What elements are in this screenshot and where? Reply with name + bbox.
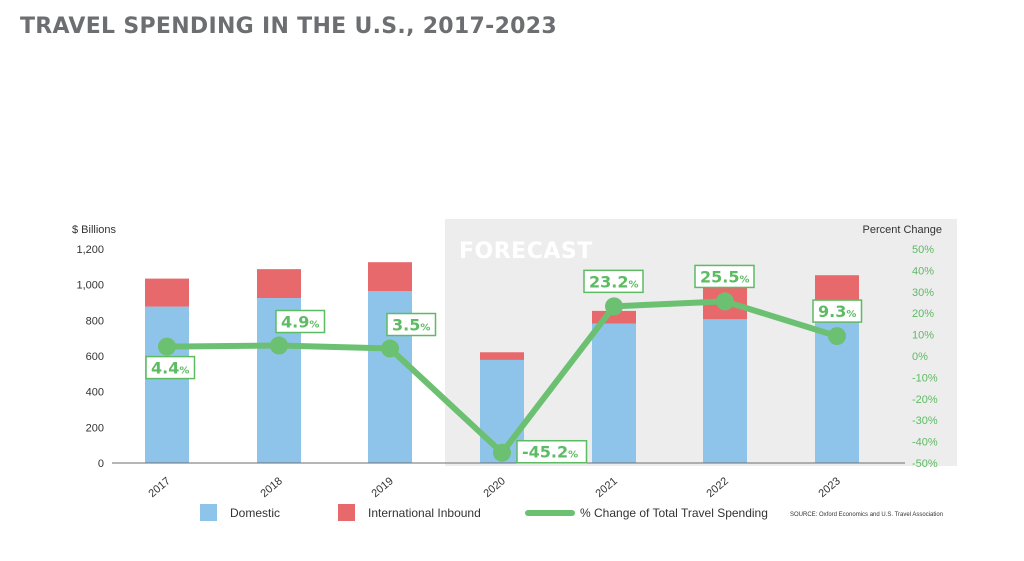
right-axis-label: Percent Change	[863, 224, 943, 236]
right-tick-label: 20%	[912, 308, 934, 320]
data-label-box	[275, 309, 326, 334]
legend-label-percent: % Change of Total Travel Spending	[580, 506, 768, 520]
left-axis-label: $ Billions	[72, 224, 117, 236]
data-label: 23.2%	[589, 272, 639, 291]
left-tick-label: 0	[98, 458, 104, 470]
right-tick-label: -10%	[912, 372, 938, 384]
source-note: SOURCE: Oxford Economics and U.S. Travel…	[790, 512, 943, 518]
data-label-unit: %	[179, 366, 189, 377]
left-tick-label: 400	[86, 387, 104, 399]
data-label-unit: %	[628, 279, 638, 290]
forecast-label: FORECAST	[459, 239, 593, 264]
data-label-unit: %	[846, 309, 856, 320]
data-label-unit: %	[420, 323, 430, 334]
data-label-unit: %	[309, 320, 319, 331]
right-tick-label: -30%	[912, 415, 938, 427]
bar-international	[480, 352, 524, 360]
x-tick-label: 2021	[593, 475, 619, 500]
data-label-box	[386, 312, 437, 337]
x-tick-label: 2020	[481, 475, 507, 500]
bar-international	[145, 278, 189, 307]
legend-swatch-international	[338, 504, 355, 521]
bar-domestic	[703, 319, 747, 463]
right-tick-label: 10%	[912, 330, 934, 342]
bar-domestic	[145, 306, 189, 463]
data-label-box	[145, 355, 196, 380]
percent-change-point	[270, 336, 288, 355]
bar-domestic	[592, 323, 636, 463]
right-tick-label: 50%	[912, 244, 934, 256]
page-title: TRAVEL SPENDING IN THE U.S., 2017-2023	[20, 14, 557, 39]
left-tick-label: 800	[86, 315, 104, 327]
legend-label-international: International Inbound	[368, 506, 481, 520]
data-label-box	[583, 269, 644, 294]
bar-international	[368, 262, 412, 292]
right-tick-label: 30%	[912, 287, 934, 299]
percent-change-point	[605, 297, 623, 316]
left-tick-label: 600	[86, 351, 104, 363]
legend-swatch-domestic	[200, 504, 217, 521]
x-tick-label: 2022	[704, 475, 730, 500]
left-tick-label: 1,000	[76, 280, 104, 292]
right-tick-label: 0%	[912, 351, 928, 363]
percent-change-point	[716, 292, 734, 311]
x-tick-label: 2019	[369, 475, 395, 500]
percent-change-point	[493, 443, 511, 462]
data-label-box	[812, 299, 863, 323]
forecast-region	[445, 219, 957, 466]
data-label-box	[516, 439, 588, 464]
right-tick-label: -40%	[912, 437, 938, 449]
bar-international	[257, 269, 301, 299]
percent-change-point	[381, 339, 399, 358]
data-label-unit: %	[568, 450, 578, 461]
data-label: -45.2%	[522, 443, 578, 462]
data-label-unit: %	[739, 274, 749, 285]
data-label-box	[694, 264, 755, 289]
right-tick-label: -50%	[912, 458, 938, 470]
x-tick-label: 2018	[258, 475, 284, 500]
legend-label-domestic: Domestic	[230, 506, 280, 520]
right-tick-label: 40%	[912, 265, 934, 277]
percent-change-point	[158, 337, 176, 356]
right-tick-label: -20%	[912, 394, 938, 406]
data-label: 25.5%	[700, 267, 750, 286]
x-tick-label: 2017	[146, 475, 172, 500]
x-tick-label: 2023	[816, 475, 842, 500]
left-tick-label: 200	[86, 422, 104, 434]
percent-change-point	[828, 327, 846, 346]
left-tick-label: 1,200	[76, 244, 104, 256]
